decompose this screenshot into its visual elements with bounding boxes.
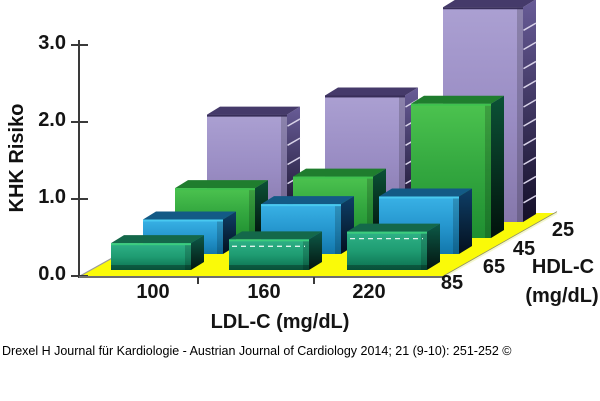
- bar-ldl160-hdl85: [229, 231, 322, 270]
- x-tick-label-160: 160: [247, 281, 281, 303]
- floor-right-edge-shadow: [443, 211, 558, 276]
- y-tick-label-2: 2.0: [38, 109, 66, 131]
- z-axis-title-line1: HDL-C: [531, 256, 595, 278]
- y-tick-label-0: 0.0: [38, 263, 66, 285]
- source-caption: Drexel H Journal für Kardiologie - Austr…: [2, 344, 512, 358]
- y-tick-label-3: 3.0: [38, 32, 66, 54]
- bar-ldl100-hdl85: [111, 235, 204, 270]
- x-tick-label-220: 220: [352, 281, 386, 303]
- x-axis-title: LDL-C (mg/dL): [210, 311, 350, 333]
- floor-right-edge: [443, 212, 558, 278]
- y-tick-label-1: 1.0: [38, 186, 66, 208]
- z-tick-label-25: 25: [551, 219, 575, 241]
- z-tick-label-45: 45: [512, 238, 536, 260]
- bar-ldl220-hdl85: [347, 223, 440, 270]
- z-tick-label-85: 85: [440, 272, 464, 294]
- y-axis-title: KHK Risiko: [6, 103, 28, 213]
- z-axis-title-line2: (mg/dL): [525, 285, 599, 307]
- x-tick-label-100: 100: [136, 281, 170, 303]
- z-tick-label-65: 65: [482, 256, 506, 278]
